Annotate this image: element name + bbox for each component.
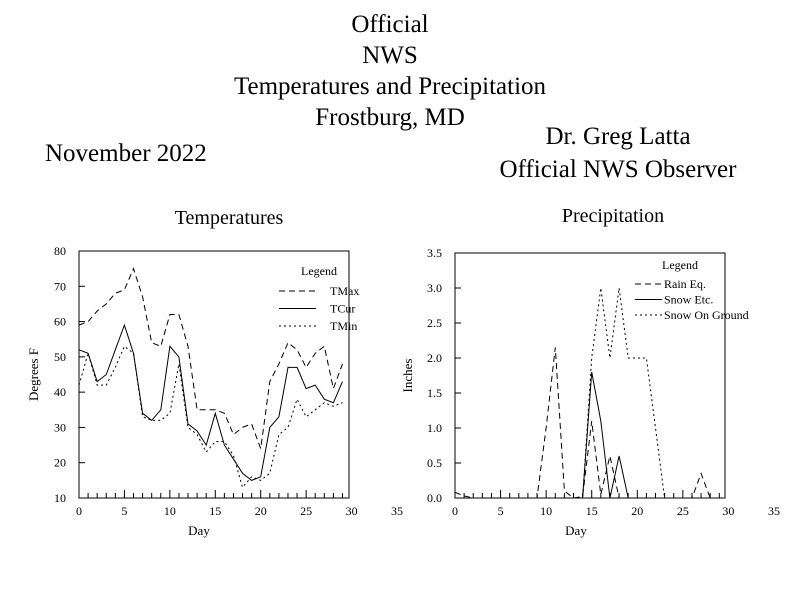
chart1-x-axis-label: Day [188,523,210,538]
chart2-title: Precipitation [562,205,664,227]
chart1-legend-title: Legend [301,264,337,278]
observer-block: Dr. Greg Latta Official NWS Observer [478,120,758,186]
chart2-y-tick-label: 3.5 [427,246,442,260]
chart2-y-tick-label: 0.5 [427,456,442,470]
chart2-x-tick-label: 15 [586,504,598,518]
chart2-legend-title: Legend [662,258,698,272]
chart2-y-tick-label: 1.5 [427,386,442,400]
title-line-3: Temperatures and Precipitation [233,73,547,100]
chart1-x-tick-label: 10 [164,504,176,518]
chart1-x-tick-label: 30 [346,504,358,518]
chart2-x-tick-label: 0 [452,504,458,518]
chart2-legend-label: Snow Etc. [664,293,713,307]
chart1-title: Temperatures [175,207,284,229]
chart1-legend-label: TMax [330,284,359,298]
chart1-y-tick-label: 30 [54,420,66,434]
chart2-legend-label: Rain Eq. [664,277,706,291]
chart2-series-1-line [454,347,720,499]
chart2-y-tick-label: 3.0 [427,281,442,295]
chart1-x-tick-label: 35 [391,504,403,518]
chart2-y-tick-label: 2.0 [427,351,442,365]
title-line-4: Frostburg, MD [315,104,465,131]
chart2-y-tick-label: 0.0 [427,491,442,505]
chart2-x-axis-label: Day [565,523,587,538]
chart1-y-tick-label: 70 [54,279,66,293]
chart1-plot-frame [78,250,350,499]
chart1-y-tick-label: 50 [54,350,66,364]
observer-name: Dr. Greg Latta [545,123,691,150]
chart2-legend-label: Snow On Ground [664,308,749,322]
chart1-x-tick-label: 15 [209,504,221,518]
chart2-x-tick-label: 25 [677,504,689,518]
title-line-1: Official [351,11,429,38]
chart1-series-2-line [78,323,343,481]
chart1-y-tick-label: 40 [54,385,66,399]
chart1-x-tick-label: 5 [121,504,127,518]
chart2-x-tick-label: 30 [722,504,734,518]
chart1-y-tick-label: 20 [54,456,66,470]
chart2-x-tick-label: 35 [768,504,780,518]
observer-title: Official NWS Observer [499,156,737,183]
chart1-legend-label: TMin [330,319,357,333]
chart1-series-1-line [78,267,343,449]
chart1-x-tick-label: 0 [76,504,82,518]
page-title-block: Official NWS Temperatures and Precipitat… [180,9,600,133]
chart2-x-tick-label: 10 [540,504,552,518]
chart2-plot-frame [454,252,726,499]
chart2-y-axis-label: Inches [400,359,415,393]
chart1-y-tick-label: 80 [54,244,66,258]
chart1-y-tick-label: 10 [54,491,66,505]
report-month: November 2022 [45,140,207,167]
chart1-x-tick-label: 20 [255,504,267,518]
chart1-legend-label: TCur [330,302,355,316]
chart1-y-tick-label: 60 [54,315,66,329]
chart2-y-tick-label: 1.0 [427,421,442,435]
chart1-y-axis-label: Degrees F [26,348,41,401]
chart2-x-tick-label: 20 [631,504,643,518]
chart2-x-tick-label: 5 [498,504,504,518]
chart1-x-tick-label: 25 [300,504,312,518]
chart2-y-tick-label: 2.5 [427,316,442,330]
chart2-series-3-line [455,287,720,499]
chart1-series-3-line [78,345,343,489]
title-line-2: NWS [362,42,418,69]
